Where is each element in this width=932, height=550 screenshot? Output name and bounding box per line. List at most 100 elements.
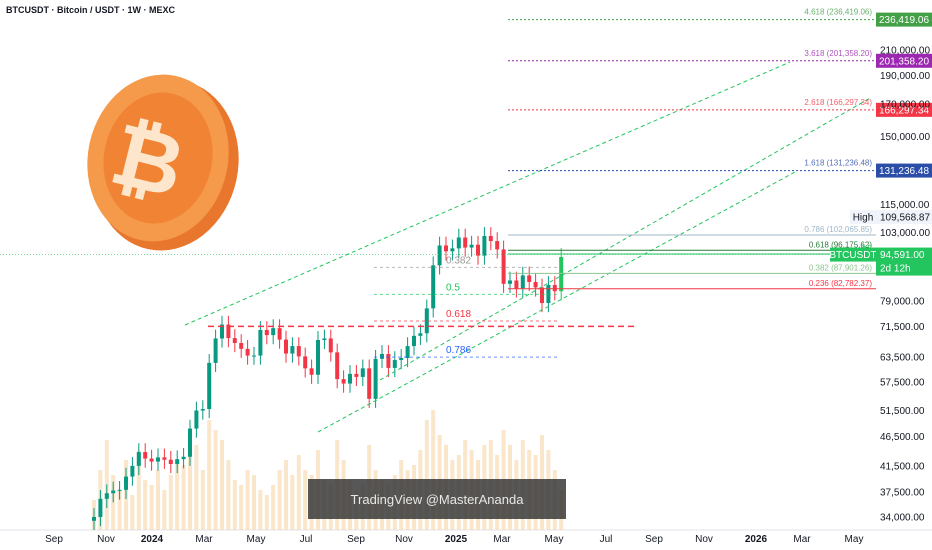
candle-body (207, 362, 212, 410)
x-axis-tick-label: Nov (695, 534, 713, 545)
volume-bar (232, 480, 237, 530)
candle-body (194, 410, 199, 429)
candle-body (399, 357, 404, 361)
fib-target-label: 4.618 (236,419.06) (804, 8, 872, 17)
fib-target-price-tag (876, 102, 932, 117)
high-price-value: 109,568.87 (880, 212, 930, 223)
y-axis-tick-label: 210,000.00 (880, 46, 930, 57)
candle-body (188, 428, 192, 457)
candle-body (277, 328, 282, 340)
x-axis-tick-label: May (545, 534, 564, 545)
candle-body (373, 358, 378, 399)
volume-bar (431, 410, 436, 530)
candle-body (232, 338, 237, 344)
candle-body (316, 339, 320, 375)
candle-body (111, 490, 116, 494)
x-axis-tick-label: Jul (300, 534, 313, 545)
symbol-tag-text: BTCUSDT (829, 250, 876, 261)
high-price-box (876, 209, 932, 224)
candle-body (124, 476, 128, 490)
candle-body (284, 339, 288, 354)
fib-target-label: 2.618 (166,297.34) (804, 98, 872, 107)
candle-body (418, 333, 423, 336)
candle-body (501, 249, 506, 284)
fib-level-label: 0.786 (102,065.85) (804, 225, 872, 234)
retracement-label: 0.618 (446, 309, 471, 320)
y-axis-tick-label: 37,500.00 (880, 487, 925, 498)
candle-body (271, 328, 276, 336)
candle-body (341, 379, 346, 384)
candle-body (456, 237, 461, 249)
fib-level-label: 0.618 (96,175.62) (809, 240, 872, 249)
x-axis-tick-label: Mar (793, 534, 811, 545)
retracement-label: 0.382 (446, 255, 471, 266)
candle-body (495, 241, 500, 250)
candle-body (226, 324, 231, 339)
volume-bar (194, 445, 199, 530)
candle-body (168, 459, 173, 465)
watermark: TradingView @MasterAnanda (308, 479, 566, 519)
candle-body (424, 308, 429, 334)
volume-bar (284, 460, 288, 530)
bitcoin-logo-icon: ₿ (87, 74, 239, 251)
x-axis-tick-label: Nov (97, 534, 115, 545)
candle-body (162, 457, 167, 460)
candle-body (533, 281, 538, 288)
candle-body (405, 346, 410, 358)
countdown-value: 2d 12h (880, 264, 911, 275)
volume-bar (111, 475, 116, 530)
candle-body (392, 360, 397, 368)
candle-body (213, 338, 218, 363)
candle-body (520, 275, 525, 289)
candle-body (444, 245, 448, 252)
volume-bar (303, 470, 308, 530)
candle-body (156, 457, 160, 462)
candle-body (200, 409, 205, 411)
fib-level-label: 0.236 (82,782.37) (809, 279, 872, 288)
candle-body (431, 265, 436, 309)
y-axis-tick-label: 63,500.00 (880, 352, 925, 363)
candle-body (488, 235, 493, 242)
volume-bar (117, 490, 122, 530)
candle-body (98, 498, 103, 517)
candle-body (380, 353, 384, 359)
y-axis-tick-label: 71,500.00 (880, 322, 925, 333)
x-axis-tick-label: Mar (195, 534, 213, 545)
fib-target-price-tag (876, 163, 932, 178)
candle-body (354, 373, 359, 377)
y-axis-tick-label: 190,000.00 (880, 71, 930, 82)
candle-body (348, 373, 352, 384)
y-axis-tick-label: 46,500.00 (880, 432, 925, 443)
fib-level-label: 0.382 (87,901.26) (809, 263, 872, 272)
candle-body (482, 235, 487, 256)
volume-bar (277, 470, 282, 530)
y-axis-tick-label: 115,000.00 (880, 200, 930, 211)
candle-body (245, 348, 250, 356)
candle-body (296, 346, 301, 357)
fib-target-price-tag (876, 12, 932, 27)
fib-target-price-text: 201,358.20 (879, 56, 929, 67)
volume-bar (252, 475, 256, 530)
y-axis-tick-label: 150,000.00 (880, 132, 930, 143)
candle-body (540, 287, 544, 304)
x-axis-tick-label: 2024 (141, 534, 164, 545)
trend-channel-line (184, 61, 791, 326)
candle-body (386, 353, 391, 368)
candle-body (508, 280, 512, 284)
retracement-label: 0.786 (446, 345, 471, 356)
volume-bar (239, 485, 244, 530)
volume-bar (188, 435, 192, 530)
candle-body (412, 335, 416, 347)
fib-target-price-text: 166,297.34 (879, 105, 929, 116)
volume-bar (245, 470, 250, 530)
volume-bar (290, 475, 295, 530)
x-axis-tick-label: Jul (600, 534, 613, 545)
volume-bar (424, 420, 429, 530)
candle-body (264, 329, 269, 336)
volume-bar (156, 470, 160, 530)
candle-body (239, 343, 244, 349)
volume-bar (207, 420, 212, 530)
candle-body (367, 368, 372, 399)
volume-bar (175, 460, 180, 530)
